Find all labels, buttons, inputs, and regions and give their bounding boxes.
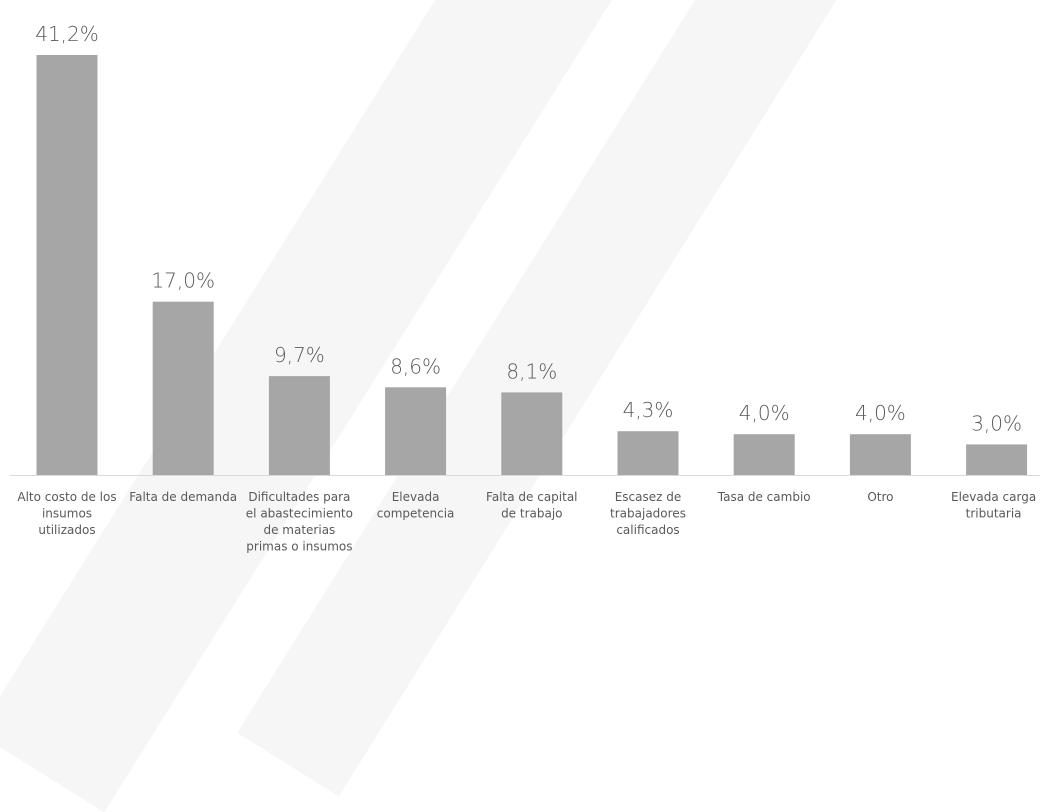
category-label: Falta de demanda [129,490,237,504]
data-label: 9,7% [274,343,325,367]
data-label: 8,6% [390,354,441,378]
data-label: 8,1% [506,359,557,383]
category-label: Otro [867,490,893,504]
data-label: 4,3% [623,398,674,422]
category-labels-group: Alto costo de los insumos utilizados Falta … [17,490,1036,554]
value-labels-group: 41,2% 17,0% 9,7% 8,6% 8,1% 4,3% 4,0% 4,0% 3,0% [35,22,1022,435]
bar-chart: 41,2% 17,0% 9,7% 8,6% 8,1% 4,3% 4,0% 4,0% 3,0% A… [10,22,1040,554]
data-label: 4,0% [739,401,790,425]
bar [733,434,795,475]
data-label: 3,0% [971,411,1022,435]
bars-group [36,55,1028,475]
category-label: Tasa de cambio [717,490,811,504]
bar [501,392,563,475]
data-label: 17,0% [151,269,215,293]
category-label: Elevada carga tributaria [951,490,1036,521]
bar [36,55,98,475]
bar [966,444,1028,475]
category-label: Elevada competencia [377,490,455,521]
category-label: Dificultades para el abastecimiento de mat… [246,490,353,554]
category-label: Escasez de trabajadores calificados [610,490,686,537]
bar [385,387,447,475]
bar [268,376,330,475]
data-label: 41,2% [35,22,99,46]
category-label: Falta de capital de trabajo [486,490,577,521]
bar [617,431,679,475]
bar [849,434,911,475]
bar [152,301,214,475]
data-label: 4,0% [855,401,906,425]
category-label: Alto costo de los insumos utilizados [17,490,116,537]
